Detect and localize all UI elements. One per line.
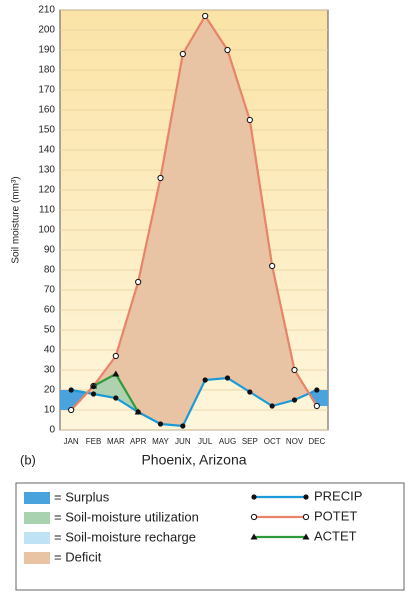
legend-marker [251, 494, 257, 500]
x-tick-label: MAR [107, 437, 125, 446]
potet-point [269, 262, 276, 270]
legend-marker [302, 513, 310, 521]
potet-point [291, 366, 298, 374]
y-axis-label: Soil moisture (mm³) [11, 176, 22, 263]
precip-point [291, 397, 298, 403]
legend-swatch [24, 492, 50, 504]
y-tick-label: 20 [44, 385, 56, 396]
actet-point [90, 382, 97, 389]
potet-point [135, 278, 142, 286]
legend-swatch [24, 552, 50, 564]
panel-label: (b) [20, 452, 36, 467]
precip-point [314, 387, 320, 393]
precip-point [224, 375, 231, 381]
y-tick-label: 60 [44, 305, 56, 316]
y-tick-label: 170 [38, 85, 55, 96]
precip-point [90, 391, 97, 397]
precip-point [269, 403, 275, 409]
legend-marker [302, 533, 310, 540]
actet-point [112, 370, 120, 377]
actet-point [134, 408, 142, 415]
legend-label: POTET [314, 508, 357, 523]
y-tick-label: 140 [38, 145, 55, 156]
precip-point [157, 421, 164, 427]
precip-point [247, 389, 253, 395]
y-tick-label: 0 [49, 425, 55, 436]
potet-point [157, 174, 164, 182]
potet-point [68, 406, 75, 414]
y-tick-label: 80 [44, 265, 56, 276]
x-tick-label: AUG [219, 437, 236, 446]
x-tick-label: NOV [286, 437, 304, 446]
potet-point [224, 46, 231, 54]
precip-point [68, 387, 74, 393]
y-tick-label: 160 [38, 105, 55, 116]
utilization-area [93, 374, 139, 412]
legend-marker [303, 494, 309, 500]
y-tick-label: 40 [44, 345, 56, 356]
precip-point [113, 395, 119, 401]
legend-label: = Soil-moisture utilization [54, 509, 199, 524]
y-tick-label: 70 [44, 285, 56, 296]
legend-label: PRECIP [314, 488, 362, 503]
y-tick-label: 10 [44, 405, 56, 416]
x-tick-label: SEP [242, 437, 258, 446]
x-tick-label: OCT [264, 437, 281, 446]
x-tick-label: FEB [86, 437, 102, 446]
y-tick-label: 150 [38, 125, 55, 136]
potet-point [246, 116, 253, 124]
series-line [70, 376, 318, 428]
y-tick-label: 50 [44, 325, 56, 336]
y-tick-label: 200 [38, 25, 55, 36]
legend-marker [250, 513, 258, 521]
legend-swatch [24, 532, 50, 544]
y-tick-label: 110 [39, 205, 55, 216]
y-tick-label: 130 [38, 165, 55, 176]
potet-point [112, 352, 119, 360]
legend-label: = Soil-moisture recharge [54, 529, 196, 544]
legend-label: = Surplus [54, 489, 110, 504]
x-tick-label: DEC [308, 437, 325, 446]
x-tick-label: MAY [152, 437, 169, 446]
x-tick-label: JUN [175, 437, 191, 446]
potet-point [179, 50, 186, 58]
y-tick-label: 30 [44, 365, 56, 376]
potet-point [202, 12, 209, 20]
deficit-area [60, 16, 328, 426]
precip-point [180, 423, 186, 429]
x-tick-label: JUL [198, 437, 213, 446]
legend-label: = Deficit [54, 549, 102, 564]
series-line [70, 13, 318, 411]
y-tick-label: 180 [38, 65, 55, 76]
x-tick-label: APR [130, 437, 147, 446]
x-tick-label: JAN [64, 437, 79, 446]
y-tick-label: 100 [38, 225, 55, 236]
legend-box [15, 482, 405, 591]
y-tick-label: 90 [44, 245, 56, 256]
y-tick-label: 120 [38, 185, 55, 196]
legend-label: ACTET [314, 528, 357, 543]
potet-point [313, 402, 320, 410]
y-tick-label: 190 [38, 45, 55, 56]
legend-swatch [24, 512, 50, 524]
legend-marker [250, 533, 258, 540]
y-tick-label: 210 [38, 5, 55, 16]
precip-point [202, 377, 208, 383]
x-axis-label: Phoenix, Arizona [141, 452, 246, 468]
